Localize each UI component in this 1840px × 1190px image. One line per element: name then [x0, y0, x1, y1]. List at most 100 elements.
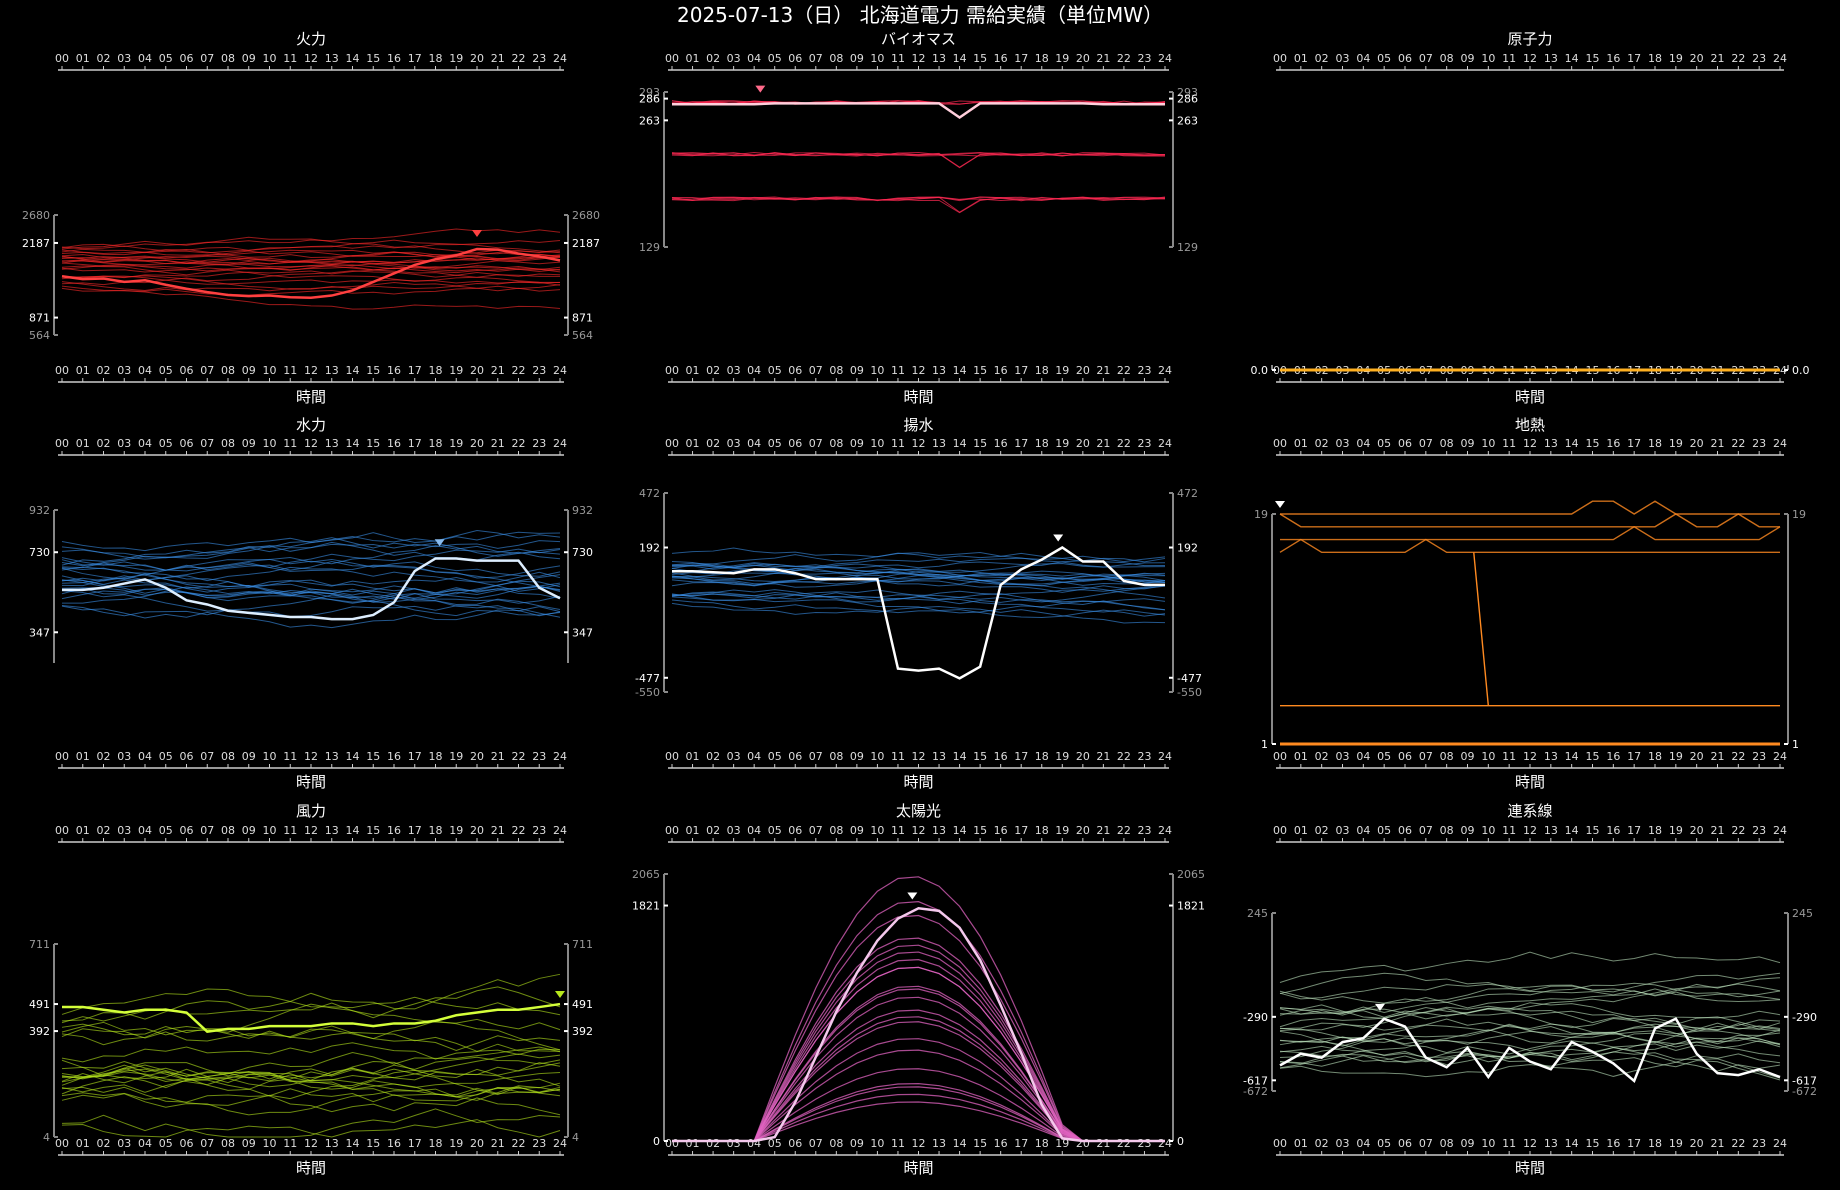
y-tick-label: 1 — [1261, 738, 1268, 751]
series-line — [671, 196, 1166, 202]
hour-tick-label: 07 — [200, 364, 214, 377]
hour-tick-label: 09 — [1461, 824, 1475, 837]
series-line — [61, 1064, 561, 1097]
hour-tick-label: 06 — [180, 1137, 194, 1150]
y-tick-label: -477 — [1177, 672, 1202, 685]
hour-tick-label: 24 — [1158, 750, 1172, 763]
y-tick-label: 293 — [1177, 86, 1198, 99]
hour-tick-label: 01 — [1294, 437, 1308, 450]
series-line — [61, 1056, 561, 1095]
hour-tick-label: 19 — [1055, 437, 1069, 450]
y-tick-label: 932 — [572, 504, 593, 517]
hour-tick-label: 01 — [76, 437, 90, 450]
hour-tick-label: 03 — [727, 824, 741, 837]
hour-tick-label: 09 — [850, 364, 864, 377]
hour-tick-label: 19 — [449, 437, 463, 450]
hour-tick-label: 01 — [76, 750, 90, 763]
hour-tick-label: 24 — [1773, 437, 1787, 450]
series-line — [61, 1042, 561, 1063]
series-line — [61, 1053, 561, 1082]
hour-tick-label: 10 — [870, 364, 884, 377]
hour-tick-label: 16 — [1606, 824, 1620, 837]
series-line — [1279, 1022, 1781, 1044]
panel-title: バイオマス — [881, 30, 956, 48]
hour-tick-label: 22 — [512, 824, 526, 837]
panel-title: 揚水 — [903, 416, 933, 434]
hour-tick-label: 22 — [1117, 750, 1131, 763]
hour-tick-label: 03 — [117, 52, 131, 65]
hour-tick-label: 08 — [829, 824, 843, 837]
hour-tick-label: 15 — [366, 750, 380, 763]
hour-tick-label: 18 — [1035, 52, 1049, 65]
hour-tick-label: 14 — [1565, 1137, 1579, 1150]
hour-tick-label: 17 — [408, 824, 422, 837]
hour-tick-label: 01 — [76, 824, 90, 837]
hour-tick-label: 17 — [1627, 52, 1641, 65]
hour-tick-label: 15 — [973, 437, 987, 450]
hour-tick-label: 12 — [1523, 824, 1537, 837]
hour-tick-label: 17 — [1014, 364, 1028, 377]
hour-tick-label: 20 — [1076, 52, 1090, 65]
series-line — [61, 250, 561, 261]
hour-tick-label: 20 — [470, 52, 484, 65]
y-tick-label: 564 — [572, 329, 593, 342]
series-line — [1279, 1018, 1781, 1043]
series-line — [671, 100, 1166, 105]
hour-tick-label: 15 — [1586, 437, 1600, 450]
hour-tick-label: 11 — [1502, 1137, 1516, 1150]
hour-tick-label: 24 — [553, 750, 567, 763]
series-line — [672, 914, 1165, 1142]
hour-tick-label: 12 — [912, 364, 926, 377]
hour-tick-label: 17 — [408, 1137, 422, 1150]
panel-7: 風力 00 01 02 03 04 05 06 07 08 09 10 11 12 13 14 15 16 17 18… — [29, 802, 593, 1177]
hour-tick-label: 16 — [387, 750, 401, 763]
hour-tick-label: 12 — [1523, 750, 1537, 763]
series-line — [61, 1071, 561, 1098]
hour-tick-label: 21 — [1711, 824, 1725, 837]
hour-tick-label: 16 — [387, 1137, 401, 1150]
hour-tick-label: 01 — [1294, 824, 1308, 837]
hour-tick-label: 10 — [1481, 52, 1495, 65]
y-tick-label: 1821 — [632, 900, 660, 913]
hour-tick-label: 07 — [809, 824, 823, 837]
hour-tick-label: 06 — [1398, 750, 1412, 763]
hour-tick-label: 14 — [346, 52, 360, 65]
series-line — [672, 1101, 1165, 1142]
hour-tick-label: 03 — [727, 364, 741, 377]
y-tick-label: 1 — [1792, 738, 1799, 751]
hour-tick-label: 08 — [221, 824, 235, 837]
hour-tick-label: 22 — [1731, 750, 1745, 763]
hour-tick-label: 02 — [97, 824, 111, 837]
hour-tick-label: 07 — [1419, 437, 1433, 450]
hour-tick-label: 20 — [470, 824, 484, 837]
y-tick-label: 347 — [572, 626, 593, 639]
hour-tick-label: 01 — [76, 1137, 90, 1150]
peak-marker — [1053, 534, 1064, 542]
series-line — [671, 152, 1166, 157]
series-line — [672, 937, 1165, 1142]
hour-tick-label: 04 — [138, 824, 152, 837]
hour-tick-label: 21 — [1711, 750, 1725, 763]
hour-tick-label: 04 — [138, 52, 152, 65]
hour-tick-label: 14 — [346, 824, 360, 837]
hour-tick-label: 19 — [449, 364, 463, 377]
hour-tick-label: 18 — [429, 437, 443, 450]
series-line — [1279, 1032, 1781, 1059]
hour-tick-label: 19 — [449, 824, 463, 837]
series-line — [672, 1049, 1165, 1142]
panel-title: 風力 — [296, 802, 326, 820]
hour-tick-label: 00 — [55, 1137, 69, 1150]
hour-tick-label: 19 — [1055, 1137, 1069, 1150]
hour-tick-label: 24 — [1158, 437, 1172, 450]
series-line — [672, 1086, 1165, 1142]
series-line — [61, 531, 561, 552]
hour-tick-label: 07 — [1419, 1137, 1433, 1150]
hour-tick-label: 24 — [1773, 1137, 1787, 1150]
series-line — [61, 548, 561, 571]
hour-tick-label: 24 — [553, 437, 567, 450]
hour-tick-label: 03 — [117, 1137, 131, 1150]
hour-tick-label: 02 — [1315, 824, 1329, 837]
hour-tick-label: 00 — [1273, 824, 1287, 837]
hour-tick-label: 10 — [263, 824, 277, 837]
y-tick-label: -290 — [1792, 1011, 1817, 1024]
